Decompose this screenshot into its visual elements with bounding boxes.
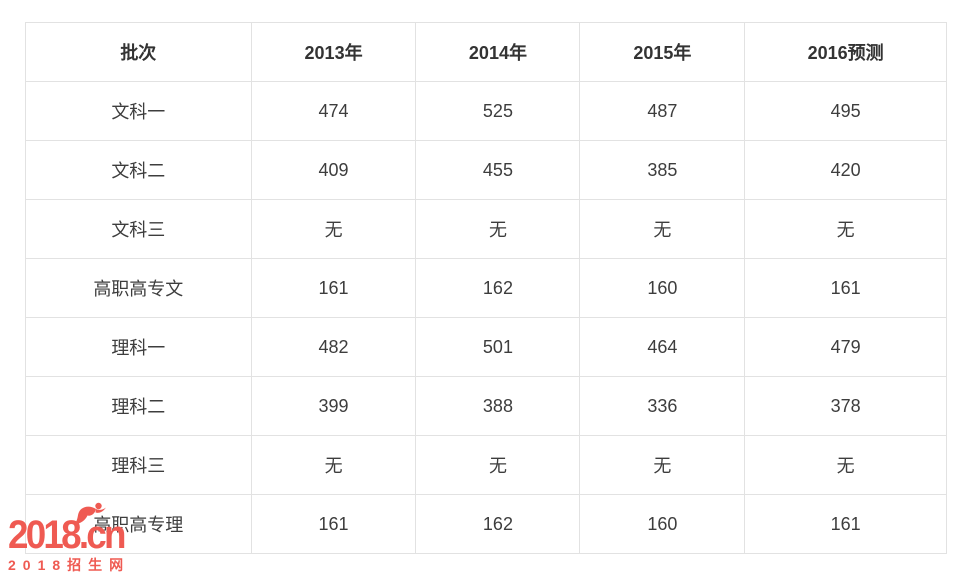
- score-table-container: 批次 2013年 2014年 2015年 2016预测 文科一 474 525 487…: [25, 22, 947, 554]
- score-table: 批次 2013年 2014年 2015年 2016预测 文科一 474 525 487…: [25, 22, 947, 554]
- value-cell: 161: [744, 494, 947, 554]
- value-cell: 162: [415, 494, 581, 554]
- value-cell: 455: [415, 140, 581, 200]
- value-cell: 501: [415, 317, 581, 377]
- value-cell: 482: [250, 317, 417, 377]
- value-cell: 409: [250, 140, 417, 200]
- table-header-row: 批次 2013年 2014年 2015年 2016预测: [25, 22, 947, 82]
- table-body: 文科一 474 525 487 495 文科二 409 455 385 420 文科三无无无无高职高…: [25, 81, 947, 554]
- value-cell: 161: [744, 258, 947, 318]
- table-row: 理科一 482 501 464 479: [25, 317, 947, 377]
- column-header-2014: 2014年: [415, 22, 581, 82]
- column-header-2013: 2013年: [250, 22, 417, 82]
- row-label-cell: 文科一: [25, 81, 252, 141]
- value-cell: 525: [415, 81, 581, 141]
- value-cell: 474: [250, 81, 417, 141]
- value-cell: 无: [415, 199, 581, 259]
- row-label-cell: 高职高专理: [25, 494, 252, 554]
- row-label-cell: 文科二: [25, 140, 252, 200]
- value-cell: 无: [250, 435, 417, 495]
- value-cell: 无: [744, 435, 947, 495]
- row-label-cell: 文科三: [25, 199, 252, 259]
- table-row: 理科二 399 388 336 378: [25, 376, 947, 436]
- value-cell: 160: [579, 258, 746, 318]
- value-cell: 336: [579, 376, 746, 436]
- value-cell: 无: [744, 199, 947, 259]
- row-label-cell: 理科二: [25, 376, 252, 436]
- table-row: 文科二 409 455 385 420: [25, 140, 947, 200]
- value-cell: 388: [415, 376, 581, 436]
- value-cell: 385: [579, 140, 746, 200]
- value-cell: 162: [415, 258, 581, 318]
- row-label-cell: 理科三: [25, 435, 252, 495]
- value-cell: 161: [250, 494, 417, 554]
- value-cell: 无: [579, 199, 746, 259]
- value-cell: 464: [579, 317, 746, 377]
- value-cell: 495: [744, 81, 947, 141]
- table-row: 高职高专理 161 162 160 161: [25, 494, 947, 554]
- value-cell: 399: [250, 376, 417, 436]
- column-header-batch: 批次: [25, 22, 252, 82]
- table-row: 理科三无无无无: [25, 435, 947, 495]
- value-cell: 161: [250, 258, 417, 318]
- column-header-2016-forecast: 2016预测: [744, 22, 947, 82]
- watermark-subtitle: 2018招生网: [8, 557, 131, 573]
- value-cell: 378: [744, 376, 947, 436]
- table-row: 文科三无无无无: [25, 199, 947, 259]
- table-row: 高职高专文 161 162 160 161: [25, 258, 947, 318]
- row-label-cell: 高职高专文: [25, 258, 252, 318]
- column-header-2015: 2015年: [579, 22, 746, 82]
- value-cell: 487: [579, 81, 746, 141]
- value-cell: 479: [744, 317, 947, 377]
- row-label-cell: 理科一: [25, 317, 252, 377]
- table-row: 文科一 474 525 487 495: [25, 81, 947, 141]
- value-cell: 无: [415, 435, 581, 495]
- value-cell: 无: [579, 435, 746, 495]
- value-cell: 无: [250, 199, 417, 259]
- value-cell: 420: [744, 140, 947, 200]
- value-cell: 160: [579, 494, 746, 554]
